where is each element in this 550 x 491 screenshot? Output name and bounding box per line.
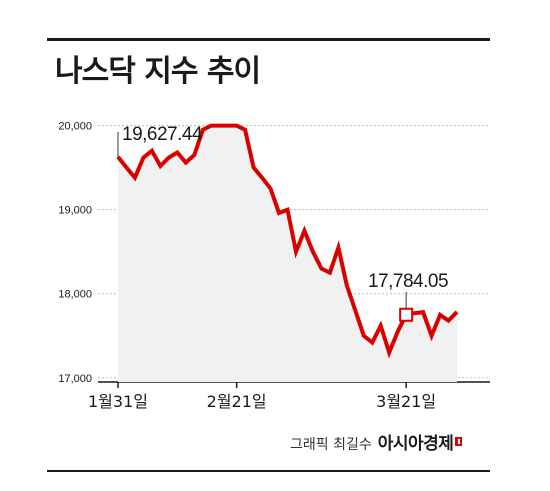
credit: 그래픽 최길수 아시아경제 (290, 432, 463, 457)
publisher-mark-icon (455, 437, 463, 446)
footer-rule (47, 470, 490, 472)
y-tick-label: 18,000 (58, 289, 92, 301)
end-point-marker (399, 307, 414, 322)
y-tick-label: 19,000 (58, 205, 92, 217)
publisher-logo: 아시아경제 (377, 434, 454, 454)
chart-title: 나스닥 지수 추이 (55, 54, 261, 89)
area-fill (118, 125, 457, 382)
x-tick-label: 1월31일 (88, 392, 148, 411)
title-top-rule (47, 38, 490, 41)
x-tick-label: 3월21일 (376, 392, 436, 411)
y-tick-label: 17,000 (58, 373, 92, 385)
series-line (116, 123, 459, 359)
y-tick-label: 20,000 (58, 121, 92, 133)
credit-byline: 그래픽 최길수 (290, 437, 372, 453)
x-tick-label: 2월21일 (207, 392, 267, 411)
start-value-label: 19,627.44 (122, 124, 203, 145)
end-value-label: 17,784.05 (368, 271, 448, 292)
